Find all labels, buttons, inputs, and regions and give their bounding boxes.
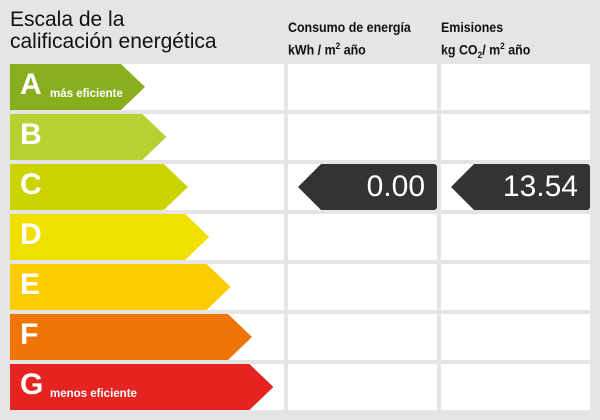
energy-indicator: 0.00 bbox=[298, 164, 437, 210]
rating-row-a: A más eficiente bbox=[10, 64, 590, 110]
rating-note: menos eficiente bbox=[50, 388, 137, 400]
emissions-title: Emisiones bbox=[441, 20, 504, 35]
rating-bar-c: C bbox=[10, 164, 188, 210]
rating-row-b: B bbox=[10, 114, 590, 160]
rating-bar-e: E bbox=[10, 264, 231, 310]
rating-row-g: G menos eficiente bbox=[10, 364, 590, 410]
energy-cell bbox=[288, 114, 437, 160]
energy-column-header: Consumo de energía kWh / m2 año bbox=[288, 19, 411, 60]
energy-cell bbox=[288, 264, 437, 310]
rating-letter: C bbox=[20, 168, 42, 201]
emissions-unit: kg CO2/ m2 año bbox=[441, 37, 530, 64]
energy-unit: kWh / m2 año bbox=[288, 37, 411, 60]
rating-bar-b: B bbox=[10, 114, 166, 160]
rating-bar-d: D bbox=[10, 214, 209, 260]
rating-letter: B bbox=[20, 118, 42, 151]
rating-letter: E bbox=[20, 268, 41, 301]
rating-bar-f: F bbox=[10, 314, 252, 360]
energy-cell bbox=[288, 364, 437, 410]
energy-title: Consumo de energía bbox=[288, 20, 411, 35]
unit-sup: 2 bbox=[335, 41, 341, 51]
emissions-cell bbox=[441, 64, 590, 110]
emissions-cell bbox=[441, 314, 590, 360]
energy-cell bbox=[288, 314, 437, 360]
title-line-2: calificación energética bbox=[10, 30, 217, 53]
energy-cell bbox=[288, 214, 437, 260]
unit-text: año bbox=[340, 42, 366, 58]
emissions-indicator: 13.54 bbox=[451, 164, 590, 210]
unit-text: año bbox=[504, 42, 531, 58]
rating-letter: D bbox=[20, 218, 42, 251]
emissions-cell bbox=[441, 264, 590, 310]
rating-letter: A bbox=[20, 68, 42, 101]
rating-bar-a: A más eficiente bbox=[10, 64, 145, 110]
page-title: Escala de la calificación energética bbox=[10, 9, 217, 53]
rating-note: más eficiente bbox=[50, 88, 123, 100]
emissions-cell bbox=[441, 214, 590, 260]
energy-cell bbox=[288, 64, 437, 110]
rating-bar-g: G menos eficiente bbox=[10, 364, 273, 410]
rating-row-f: F bbox=[10, 314, 590, 360]
unit-sub: 2 bbox=[477, 50, 483, 61]
rating-row-d: D bbox=[10, 214, 590, 260]
emissions-cell bbox=[441, 364, 590, 410]
unit-text: kg CO bbox=[441, 42, 478, 58]
unit-sup: 2 bbox=[500, 41, 505, 51]
rating-letter: G bbox=[20, 368, 44, 401]
rating-row-c: C 0.00 13.54 bbox=[10, 164, 590, 210]
unit-text: / m bbox=[482, 42, 501, 58]
rating-row-e: E bbox=[10, 264, 590, 310]
unit-text: kWh / m bbox=[288, 42, 336, 58]
emissions-cell bbox=[441, 114, 590, 160]
rating-letter: F bbox=[20, 318, 39, 351]
emissions-column-header: Emisiones kg CO2/ m2 año bbox=[441, 19, 530, 64]
title-line-1: Escala de la bbox=[10, 8, 125, 31]
